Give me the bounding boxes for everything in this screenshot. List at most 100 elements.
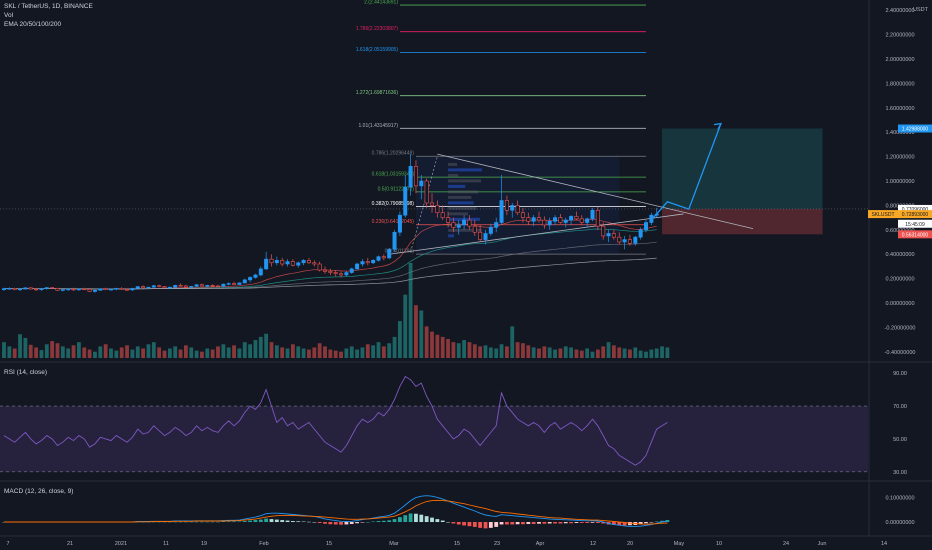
candle[interactable]	[248, 276, 253, 283]
candle[interactable]	[590, 207, 595, 222]
trendline[interactable]	[437, 153, 754, 229]
macd-label[interactable]: MACD (12, 26, close, 9)	[4, 488, 74, 495]
candle[interactable]	[349, 267, 354, 274]
candle[interactable]	[627, 234, 632, 246]
candle[interactable]	[87, 288, 92, 293]
candle[interactable]	[574, 211, 579, 221]
candle[interactable]	[376, 255, 381, 262]
candle[interactable]	[34, 288, 39, 291]
candle[interactable]	[119, 287, 124, 290]
candle[interactable]	[205, 284, 210, 288]
ema-label[interactable]: EMA 20/50/100/200	[4, 21, 62, 28]
candle[interactable]	[258, 266, 263, 277]
candle[interactable]	[601, 222, 606, 240]
candle[interactable]	[472, 220, 477, 236]
candle[interactable]	[371, 259, 376, 265]
candle[interactable]	[622, 235, 627, 250]
candle[interactable]	[183, 284, 188, 288]
candle[interactable]	[419, 174, 424, 200]
candle[interactable]	[520, 207, 525, 223]
candle[interactable]	[50, 287, 55, 290]
candle[interactable]	[339, 271, 344, 278]
candle[interactable]	[114, 287, 119, 291]
candle[interactable]	[194, 284, 199, 288]
candle[interactable]	[563, 217, 568, 228]
vol-label[interactable]: Vol	[4, 12, 14, 19]
candle[interactable]	[462, 215, 467, 230]
candle[interactable]	[60, 289, 65, 292]
candle[interactable]	[569, 215, 574, 225]
candle[interactable]	[312, 260, 317, 267]
candle[interactable]	[92, 289, 97, 293]
rsi-pane[interactable]	[0, 375, 868, 473]
candle[interactable]	[125, 288, 130, 291]
candle[interactable]	[611, 229, 616, 240]
candle[interactable]	[28, 287, 33, 290]
candle[interactable]	[167, 286, 172, 290]
candle[interactable]	[499, 174, 504, 225]
candle[interactable]	[579, 215, 584, 225]
projection-arrow[interactable]	[650, 123, 722, 221]
candle[interactable]	[429, 193, 434, 213]
rsi-line[interactable]	[3, 375, 668, 466]
candle[interactable]	[504, 195, 509, 216]
candle[interactable]	[146, 286, 151, 290]
candle[interactable]	[515, 200, 520, 216]
candle[interactable]	[542, 216, 547, 229]
candle[interactable]	[328, 268, 333, 275]
candle[interactable]	[264, 251, 269, 271]
candle[interactable]	[280, 257, 285, 267]
candle[interactable]	[7, 287, 12, 290]
candle[interactable]	[237, 282, 242, 285]
candle[interactable]	[322, 266, 327, 274]
candle[interactable]	[44, 287, 49, 290]
candle[interactable]	[18, 288, 23, 291]
candle[interactable]	[638, 227, 643, 240]
candle[interactable]	[355, 262, 360, 271]
candle[interactable]	[162, 285, 167, 289]
ema-100-line[interactable]	[4, 241, 657, 290]
candle[interactable]	[558, 213, 563, 224]
candle[interactable]	[253, 273, 258, 279]
candle[interactable]	[317, 261, 322, 272]
candle[interactable]	[173, 284, 178, 288]
candle[interactable]	[413, 160, 418, 194]
candle[interactable]	[397, 211, 402, 236]
price-axis[interactable]: 2.40000000 2.20000000 2.00000000 1.80000000…	[0, 0, 932, 537]
candle[interactable]	[301, 259, 306, 266]
candle[interactable]	[435, 200, 440, 218]
candle[interactable]	[285, 259, 290, 267]
candle[interactable]	[424, 178, 429, 208]
macd-pane[interactable]	[2, 495, 670, 529]
candle[interactable]	[526, 212, 531, 225]
macd-signal-line[interactable]	[4, 499, 668, 525]
candle[interactable]	[531, 215, 536, 227]
candle[interactable]	[408, 154, 413, 196]
candle[interactable]	[216, 284, 221, 288]
candle[interactable]	[547, 217, 552, 230]
candle[interactable]	[333, 270, 338, 277]
candle[interactable]	[66, 288, 71, 291]
time-axis[interactable]: 7 21 2021 11 19 Feb 15 Mar 15 23 Apr 12 20 May 10 24 Jun…	[6, 541, 887, 547]
candle[interactable]	[151, 284, 156, 288]
candle[interactable]	[226, 282, 231, 286]
candle[interactable]	[585, 217, 590, 228]
candle[interactable]	[141, 285, 146, 289]
candle[interactable]	[306, 257, 311, 265]
candle[interactable]	[483, 229, 488, 245]
candle[interactable]	[403, 174, 408, 218]
trendline[interactable]	[410, 156, 438, 252]
candle[interactable]	[488, 223, 493, 236]
candle[interactable]	[76, 288, 81, 291]
candle[interactable]	[440, 205, 445, 221]
candle[interactable]	[392, 229, 397, 252]
trendline[interactable]	[389, 213, 684, 255]
candle[interactable]	[12, 287, 17, 291]
candle[interactable]	[135, 285, 140, 290]
candle[interactable]	[360, 259, 365, 267]
candle[interactable]	[451, 217, 456, 233]
candle[interactable]	[221, 283, 226, 288]
candle[interactable]	[242, 278, 247, 284]
candle[interactable]	[606, 229, 611, 243]
